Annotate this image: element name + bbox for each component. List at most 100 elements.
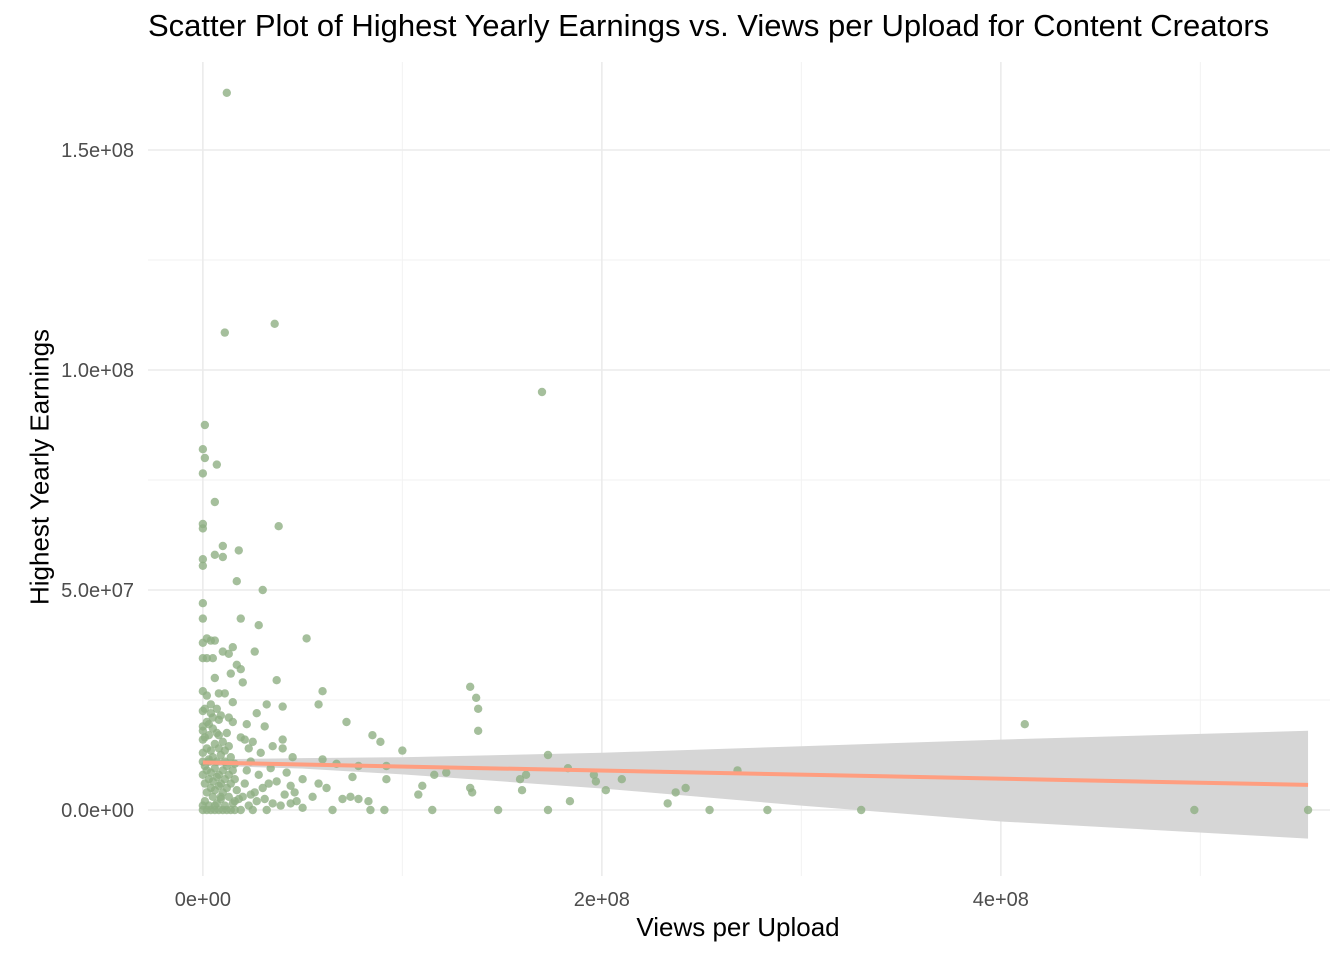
data-point — [258, 783, 267, 793]
data-point — [198, 445, 208, 454]
data-point — [248, 737, 257, 746]
data-point — [204, 801, 214, 810]
data-point — [543, 805, 553, 815]
data-point — [565, 797, 575, 806]
data-point — [314, 779, 323, 788]
data-point — [521, 770, 531, 779]
data-point — [242, 766, 251, 775]
data-point — [244, 744, 253, 753]
minor-gridlines — [148, 62, 1330, 876]
data-point — [328, 805, 337, 815]
data-point — [430, 770, 439, 779]
data-point — [252, 797, 261, 806]
data-point — [286, 799, 295, 808]
data-point — [473, 704, 483, 713]
data-point — [380, 805, 389, 815]
data-point — [442, 768, 451, 777]
data-point — [220, 801, 230, 810]
data-point — [705, 805, 714, 815]
data-point — [428, 805, 437, 815]
y-tick-label: 0.0e+00 — [61, 800, 134, 822]
data-point — [224, 742, 233, 751]
data-point — [238, 678, 247, 687]
data-point — [276, 801, 285, 810]
data-point — [601, 786, 611, 795]
data-point — [224, 792, 233, 801]
data-point — [200, 704, 210, 713]
data-point — [212, 704, 222, 713]
data-point — [314, 700, 323, 709]
data-point — [210, 673, 220, 683]
data-point — [220, 689, 230, 698]
data-point — [763, 805, 772, 815]
data-point — [230, 775, 239, 784]
data-point — [270, 319, 279, 328]
data-point — [272, 777, 281, 786]
data-point — [238, 792, 247, 801]
data-point — [282, 768, 291, 777]
data-point — [471, 693, 481, 702]
data-point — [348, 772, 357, 782]
data-point — [228, 698, 237, 707]
data-point — [246, 790, 255, 799]
data-point — [208, 654, 218, 663]
data-point — [224, 649, 233, 658]
data-point — [398, 746, 407, 755]
x-tick-label: 2e+08 — [574, 889, 630, 911]
data-point — [278, 735, 287, 744]
data-point — [268, 742, 277, 751]
data-point — [230, 805, 239, 815]
data-point — [298, 803, 307, 812]
data-point — [617, 775, 626, 784]
data-point — [216, 794, 226, 804]
data-point — [200, 453, 210, 463]
data-point — [236, 805, 245, 815]
data-point — [288, 753, 297, 762]
data-point — [220, 328, 230, 337]
trend-line-layer — [202, 760, 1309, 787]
data-point — [198, 524, 208, 533]
data-point — [252, 709, 261, 718]
data-point — [198, 614, 208, 623]
data-point — [228, 643, 237, 652]
data-point — [214, 689, 224, 698]
data-point — [260, 794, 269, 804]
trend-line — [202, 760, 1309, 787]
data-point — [364, 797, 373, 806]
y-axis-ticks: 0.0e+00 5.0e+07 1.0e+08 1.5e+08 — [61, 140, 134, 822]
data-point — [382, 775, 391, 784]
data-point — [206, 636, 216, 645]
data-point — [515, 775, 525, 784]
data-point — [465, 682, 475, 691]
data-point — [262, 700, 271, 709]
data-point — [268, 799, 277, 808]
data-point — [473, 726, 483, 735]
data-point — [266, 764, 275, 773]
data-point — [1303, 805, 1313, 815]
data-point — [254, 770, 263, 779]
data-point — [218, 552, 228, 562]
data-point — [232, 786, 241, 795]
x-tick-label: 0e+00 — [175, 889, 231, 911]
data-point — [208, 724, 218, 733]
data-point — [414, 790, 423, 799]
data-point — [376, 737, 385, 746]
data-point — [198, 469, 208, 478]
data-point — [228, 799, 237, 808]
data-point — [216, 750, 226, 760]
data-point — [212, 460, 222, 469]
data-point — [200, 420, 210, 430]
data-point — [591, 777, 601, 786]
data-point — [286, 781, 295, 790]
data-point — [681, 783, 690, 793]
data-point — [671, 788, 680, 797]
data-point — [517, 786, 527, 795]
data-point — [214, 744, 224, 753]
data-point — [218, 541, 228, 551]
data-point — [236, 665, 245, 674]
y-axis-label: Highest Yearly Earnings — [24, 328, 55, 606]
data-points — [198, 88, 1313, 815]
data-point — [308, 792, 317, 801]
data-point — [418, 781, 427, 790]
